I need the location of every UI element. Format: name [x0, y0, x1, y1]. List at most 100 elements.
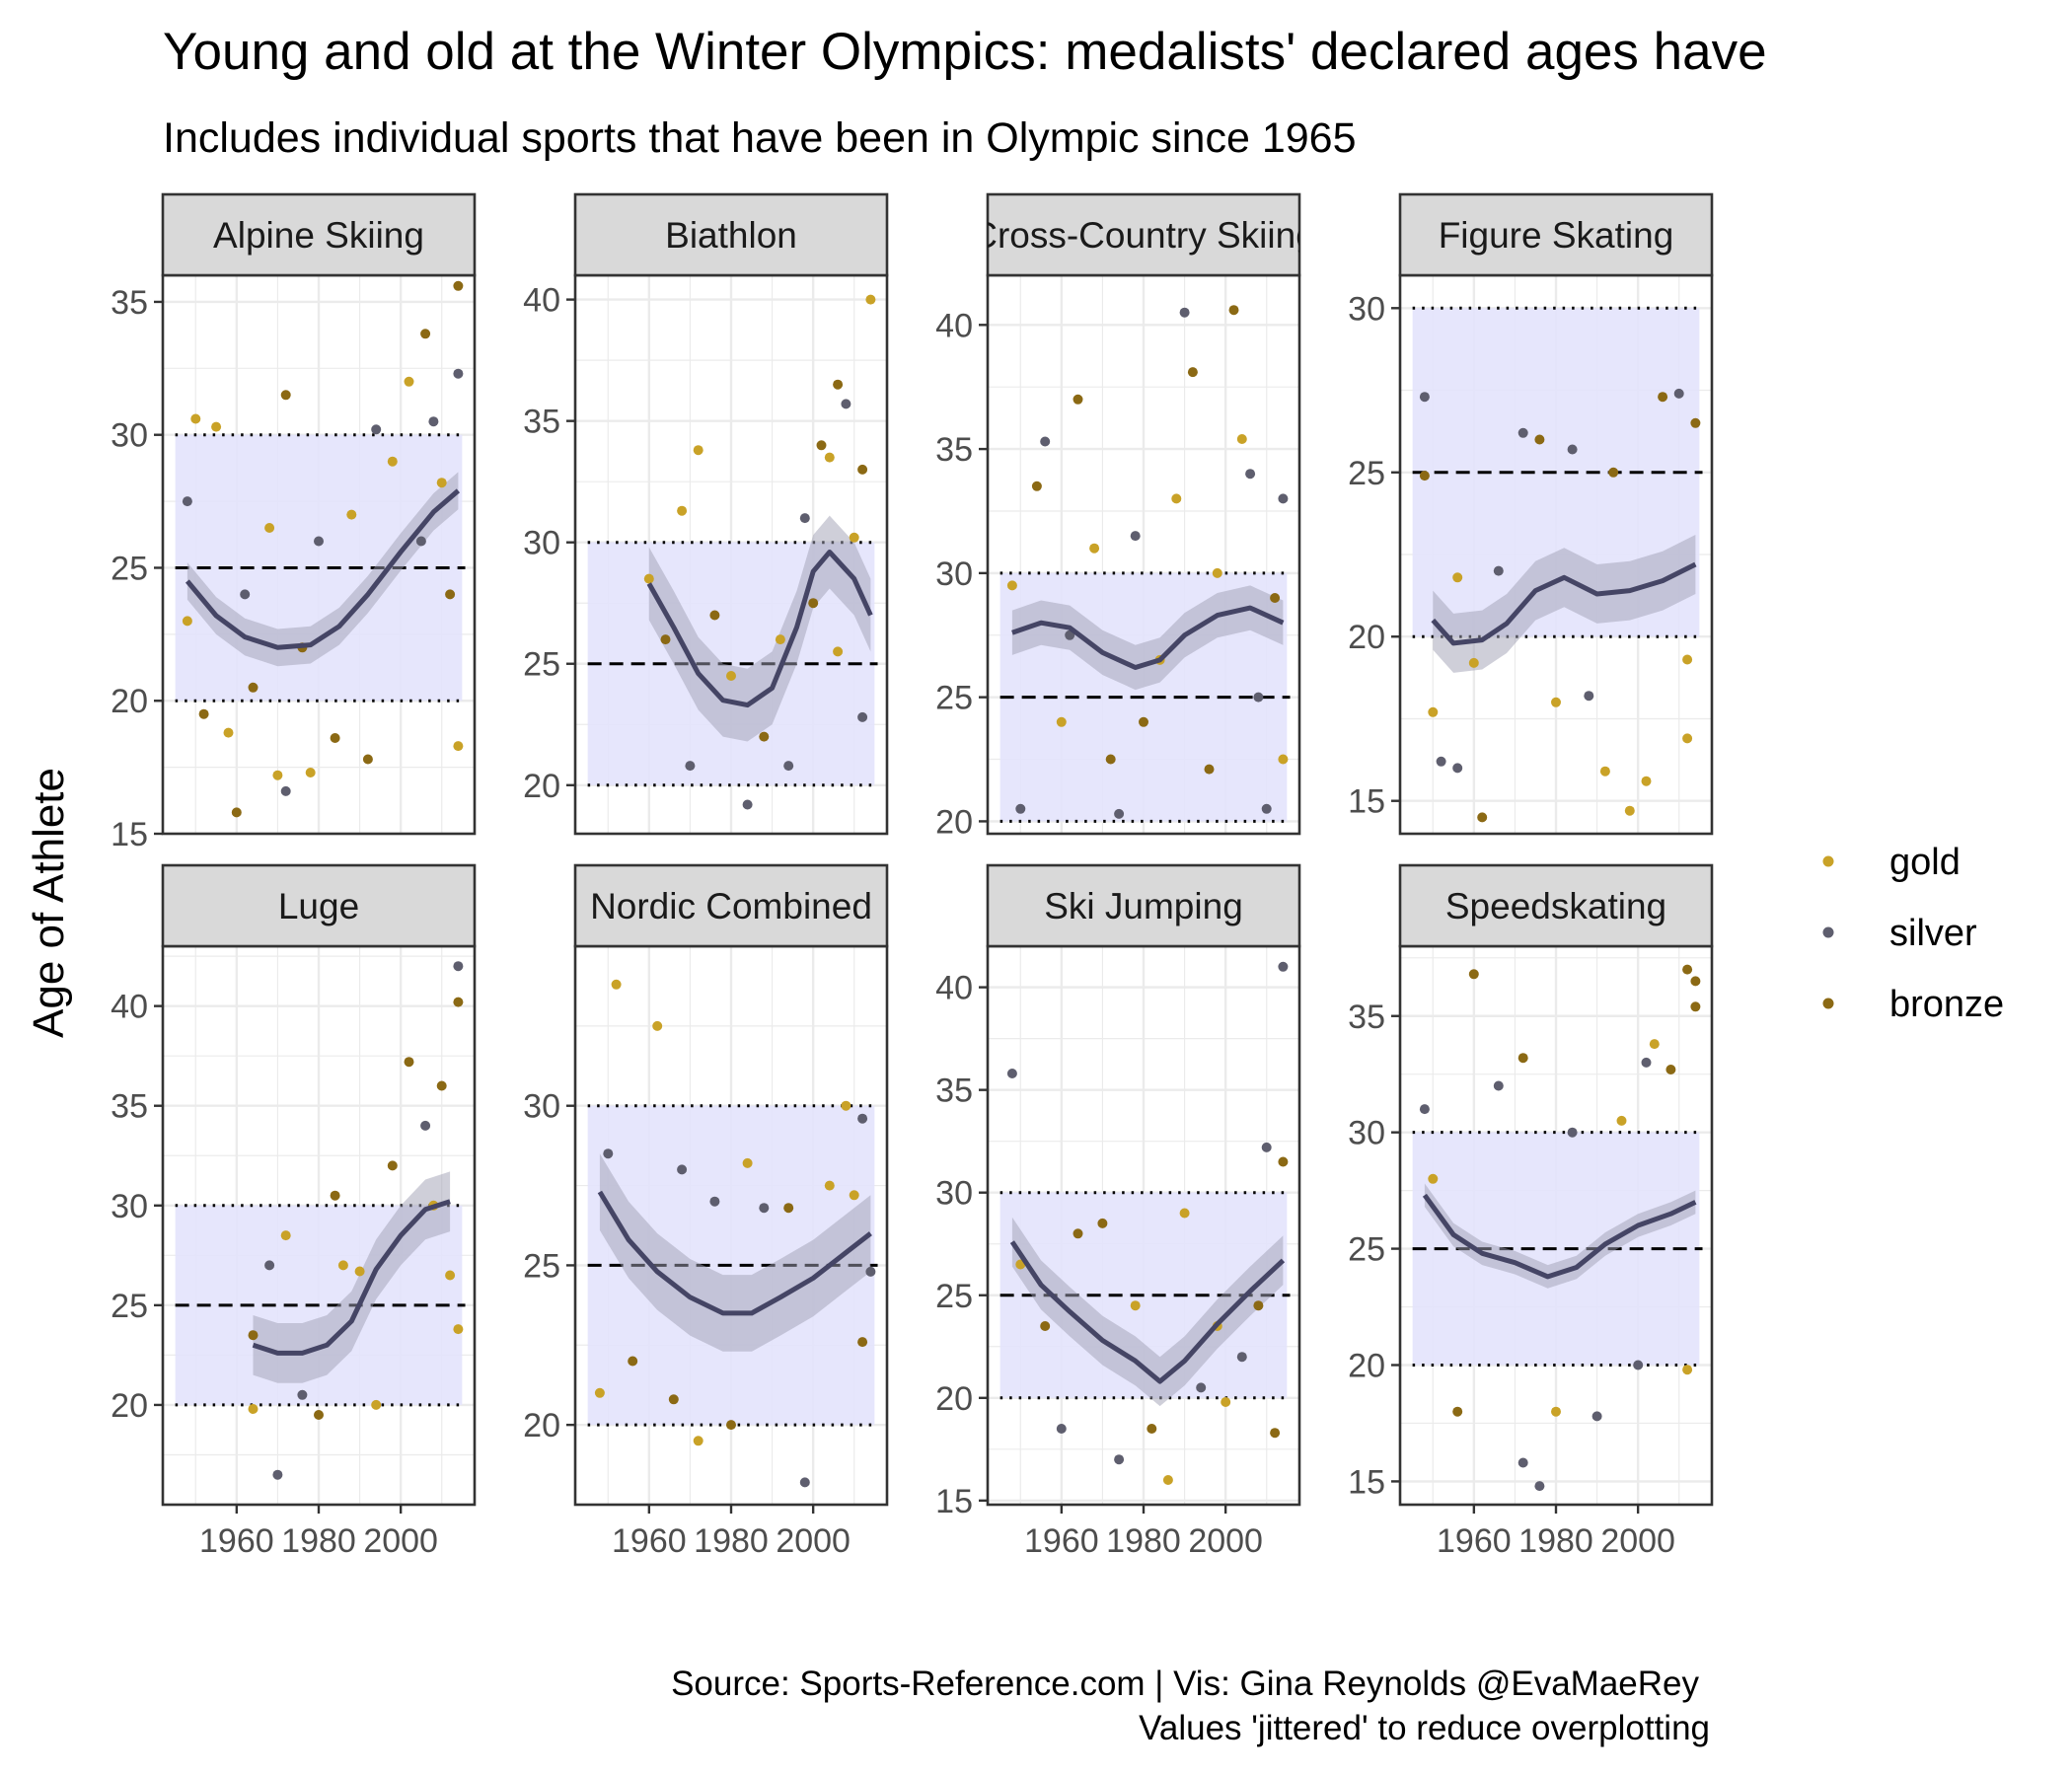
data-point-gold [223, 727, 234, 738]
data-point-bronze [759, 731, 770, 742]
x-tick-label: 1960 [612, 1522, 687, 1560]
data-point-silver [1673, 388, 1684, 399]
data-point-bronze [280, 390, 291, 401]
data-point-bronze [1690, 1001, 1701, 1012]
data-point-bronze [1534, 434, 1545, 445]
data-point-bronze [816, 440, 827, 451]
data-point-bronze [436, 1080, 447, 1091]
data-point-gold [337, 1260, 348, 1271]
y-tick-label: 20 [523, 1407, 560, 1444]
data-point-gold [594, 1387, 605, 1398]
data-point-gold [677, 505, 688, 516]
data-point-gold [1130, 1300, 1141, 1311]
data-point-gold [824, 452, 835, 463]
smooth-line [597, 1190, 872, 1316]
data-point-gold [841, 1100, 851, 1111]
data-point-bronze [362, 754, 373, 765]
data-point-silver [420, 1120, 431, 1131]
points [1006, 961, 1289, 1485]
data-point-silver [1114, 1454, 1125, 1465]
data-point-bronze [857, 1337, 868, 1348]
y-tick-label: 35 [935, 431, 973, 469]
data-point-gold [1452, 572, 1463, 583]
panel-ski-jumping: Ski Jumping 15 20 25 30 35 40 1960 1980 2000 [935, 863, 1301, 1560]
data-point-gold [1221, 1397, 1231, 1407]
y-tick-label: 20 [1348, 1348, 1385, 1385]
data-point-bronze [1031, 481, 1042, 491]
y-tick-label: 40 [111, 989, 148, 1026]
y-tick-label: 30 [111, 417, 148, 455]
data-point-silver [1567, 1127, 1578, 1138]
legend-label: bronze [1889, 984, 2004, 1025]
facet-label: Nordic Combined [590, 886, 872, 926]
y-tick-label: 25 [523, 1247, 560, 1285]
x-tick-label: 1960 [1437, 1522, 1512, 1560]
y-tick-label: 20 [111, 1387, 148, 1425]
data-point-gold [652, 1020, 663, 1031]
data-point-silver [1278, 961, 1289, 972]
x-tick-label: 1960 [199, 1522, 274, 1560]
data-point-bronze [1452, 1406, 1463, 1417]
facet-label: Alpine Skiing [213, 215, 424, 256]
data-point-silver [453, 961, 464, 972]
smooth-ribbon [599, 1153, 871, 1352]
facet-strip [573, 863, 889, 948]
data-point-bronze [783, 1203, 794, 1214]
data-point-bronze [668, 1394, 679, 1405]
chart-subtitle: Includes individual sports that have bee… [163, 114, 1356, 162]
data-point-bronze [330, 733, 340, 743]
data-point-gold [1089, 543, 1100, 554]
facet-strip [161, 863, 477, 948]
y-tick-label: 40 [935, 970, 973, 1007]
data-point-gold [611, 979, 622, 990]
panel-figure-skating: Figure Skating 15 20 25 30 [1348, 192, 1714, 836]
data-point-silver [1236, 1352, 1247, 1363]
data-point-bronze [726, 1420, 736, 1431]
y-tick-label: 20 [111, 683, 148, 720]
data-point-silver [1591, 1411, 1602, 1422]
x-tick-label: 1960 [1024, 1522, 1099, 1560]
points [594, 979, 876, 1488]
data-point-gold [1056, 716, 1067, 727]
smooth-line [1011, 605, 1285, 670]
data-point-silver [1278, 493, 1289, 504]
data-point-gold [453, 1324, 464, 1335]
data-point-silver [1040, 436, 1051, 447]
y-tick-label: 15 [1348, 783, 1385, 821]
data-point-silver [240, 589, 251, 600]
data-point-bronze [660, 634, 671, 645]
y-tick-label: 25 [523, 646, 560, 684]
data-point-bronze [1270, 1428, 1281, 1439]
facet-label: Cross-Country Skiing [971, 215, 1316, 256]
data-point-silver [1419, 392, 1430, 403]
data-point-gold [643, 573, 654, 584]
data-point-gold [833, 646, 844, 657]
data-point-gold [387, 456, 398, 467]
data-point-bronze [1204, 764, 1215, 775]
y-tick-label: 15 [111, 816, 148, 853]
data-point-gold [1278, 754, 1289, 765]
data-point-gold [1006, 580, 1017, 591]
data-point-silver [1114, 808, 1125, 819]
data-point-bronze [1690, 417, 1701, 428]
data-point-gold [1682, 654, 1693, 665]
data-point-gold [1162, 1475, 1173, 1485]
smooth-line [1422, 1193, 1697, 1280]
data-point-gold [445, 1270, 456, 1281]
data-point-silver [1253, 692, 1264, 703]
data-point-silver [1261, 1142, 1272, 1152]
legend-label: gold [1889, 842, 1961, 883]
data-point-bronze [453, 280, 464, 291]
data-point-silver [603, 1148, 614, 1159]
y-tick-label: 30 [1348, 290, 1385, 328]
data-point-silver [371, 424, 382, 435]
y-tick-label: 25 [1348, 1231, 1385, 1269]
panel-luge: Luge 20 25 30 35 40 1960 1980 2000 [111, 863, 477, 1560]
y-tick-label: 20 [1348, 619, 1385, 656]
data-point-silver [677, 1164, 688, 1175]
legend-item-bronze: bronze [1822, 984, 2004, 1025]
data-point-bronze [1139, 716, 1148, 727]
data-point-silver [1245, 469, 1256, 480]
data-point-silver [1130, 531, 1141, 542]
smooth-ribbon [1424, 1183, 1696, 1289]
